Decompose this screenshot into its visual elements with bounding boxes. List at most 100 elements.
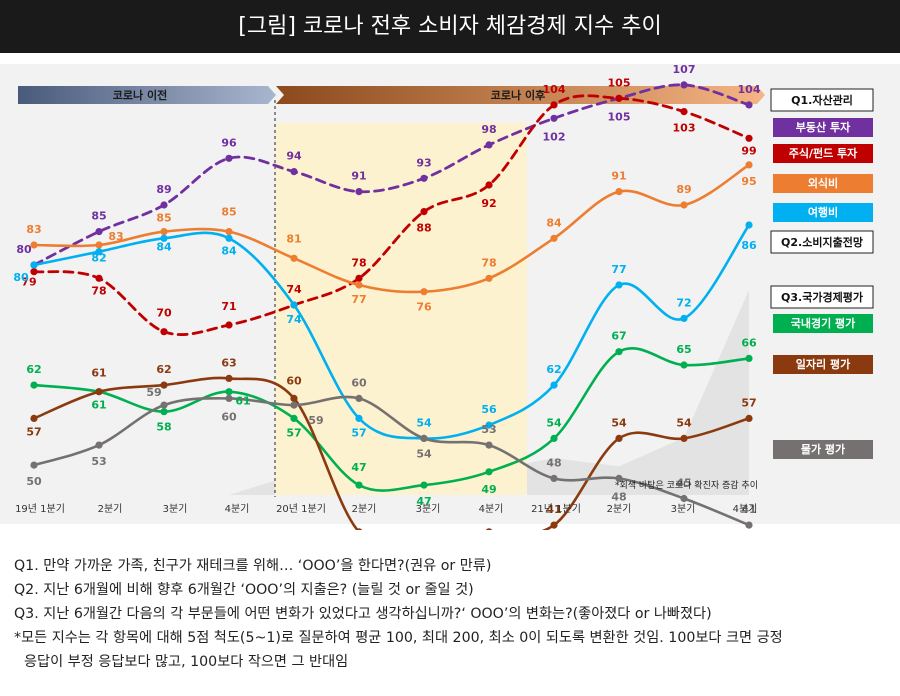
period-before-arrow	[18, 86, 276, 104]
series-6-data-label: 53	[481, 423, 496, 436]
series-4-data-label: 49	[481, 483, 496, 496]
legend-item-stock-label: 주식/펀드 투자	[789, 146, 858, 160]
legend-item-prices	[773, 440, 873, 459]
note-q2: Q2. 지난 6개월에 비해 향후 6개월간 ‘OOO’의 지출은? (늘릴 것…	[14, 582, 474, 598]
x-tick-label: 3분기	[163, 503, 188, 515]
series-6-point	[615, 474, 623, 482]
series-3-data-label: 62	[546, 363, 561, 376]
series-3-data-label: 77	[611, 263, 626, 276]
series-6-point	[290, 401, 298, 409]
series-1-data-label: 105	[608, 76, 631, 89]
series-5-data-label: 62	[156, 363, 171, 376]
series-4-data-label: 47	[351, 461, 366, 474]
series-2-point	[30, 241, 38, 249]
legend-item-real-estate-label: 부동산 투자	[796, 120, 851, 134]
series-6-data-label: 54	[416, 447, 432, 460]
legend-item-dining-label: 외식비	[808, 176, 838, 190]
series-3-point	[30, 261, 38, 269]
series-4-data-label: 54	[546, 416, 562, 429]
series-0-point	[680, 81, 688, 89]
series-2-data-label: 76	[416, 301, 432, 314]
series-4-data-label: 58	[156, 421, 171, 434]
series-5-data-label: 54	[676, 416, 692, 429]
series-1-data-label: 78	[91, 284, 106, 297]
series-0-point	[95, 228, 103, 236]
series-4-point	[30, 381, 38, 389]
series-1-point	[615, 94, 623, 102]
x-tick-label: 4분기	[225, 503, 250, 515]
series-0-point	[225, 154, 233, 162]
series-0-data-label: 98	[481, 123, 496, 136]
series-2-line	[32, 163, 751, 294]
series-0-point	[160, 201, 168, 209]
series-1-point	[745, 134, 753, 142]
series-6-point	[485, 441, 493, 449]
series-6-data-label: 48	[546, 456, 561, 469]
legend-item-jobs	[773, 355, 873, 374]
series-5-point	[615, 434, 623, 442]
series-1-point	[30, 268, 38, 276]
series-2-point	[225, 228, 233, 236]
series-1-data-label: 88	[416, 222, 431, 235]
period-after-label: 코로나 이후	[491, 88, 545, 102]
series-1-data-label: 99	[741, 144, 756, 157]
series-3-point	[745, 221, 753, 229]
series-1-data-label: 70	[156, 307, 172, 320]
x-axis: 19년 1분기 2분기 3분기 4분기 20년 1분기 2분기 3분기 4분기 21년 1분기 2…	[15, 503, 757, 515]
series-4-data-label: 67	[611, 330, 626, 343]
series-0-data-label: 89	[156, 183, 171, 196]
x-tick-label: 4분기	[479, 503, 504, 515]
legend-item-travel	[773, 203, 873, 222]
legend-q3-title-box	[770, 285, 874, 309]
series-5-data-label: 41	[546, 503, 561, 516]
series-1-data-label: 79	[21, 276, 36, 289]
series-5-data-label: 63	[221, 356, 236, 369]
series-3-point	[615, 281, 623, 289]
series-2-data-label: 77	[351, 293, 366, 306]
series-4-point	[615, 348, 623, 356]
series-5-data-label: 54	[611, 416, 627, 429]
legend-q1-title: Q1.자산관리	[791, 93, 853, 107]
legend-item-economy-label: 국내경기 평가	[791, 316, 856, 330]
series-2-point	[95, 241, 103, 249]
series-5-point	[550, 521, 558, 529]
series-2-point	[290, 254, 298, 262]
series-0-point	[485, 141, 493, 149]
series-2-point	[745, 161, 753, 169]
data-label-layer: 80 85 89 96 94 91 93 98 102 105 107 104 79 78 70 71 74 78…	[13, 63, 760, 516]
question-notes: Q1. 만약 가까운 가족, 친구가 재테크를 위해… ‘OOO’을 한다면?(…	[14, 554, 894, 674]
series-5-data-label: 61	[91, 367, 106, 380]
series-3-data-label: 84	[221, 244, 237, 257]
series-4-data-label: 57	[286, 426, 301, 439]
series-5-point	[95, 388, 103, 396]
series-4-point	[550, 434, 558, 442]
series-layer	[30, 81, 753, 530]
series-6-point	[95, 441, 103, 449]
x-tick-label: 21년 1분기	[531, 503, 581, 515]
series-6-point	[420, 434, 428, 442]
series-4-point	[225, 388, 233, 396]
x-tick-label: 2분기	[98, 503, 123, 515]
series-2-point	[550, 234, 558, 242]
series-6-data-label: 60	[351, 376, 367, 389]
series-0-data-label: 80	[16, 243, 32, 256]
series-4-point	[420, 481, 428, 489]
series-2-point	[485, 274, 493, 282]
legend-q2-title: Q2.소비지출전망	[781, 235, 863, 249]
series-2-point	[355, 281, 363, 289]
series-1-point	[225, 321, 233, 329]
series-0-data-label: 94	[286, 150, 302, 163]
series-0-data-label: 105	[608, 110, 631, 123]
series-1-point	[420, 208, 428, 216]
note-q1: Q1. 만약 가까운 가족, 친구가 재테크를 위해… ‘OOO’을 한다면?(…	[14, 558, 492, 574]
highlight-band	[275, 123, 527, 495]
series-2-data-label: 85	[156, 212, 171, 225]
series-6-data-label: 50	[26, 475, 42, 488]
x-tick-label: 2분기	[607, 503, 632, 515]
series-4-data-label: 65	[676, 343, 691, 356]
series-2-data-label: 85	[221, 206, 236, 219]
series-4-data-label: 66	[741, 336, 757, 349]
series-6-data-label: 45	[676, 477, 691, 490]
series-0-data-label: 91	[351, 170, 366, 183]
series-6-point	[550, 474, 558, 482]
